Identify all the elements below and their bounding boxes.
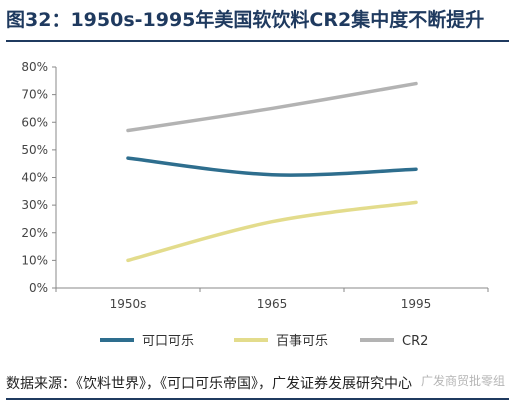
y-tick-label: 70% [21, 88, 48, 102]
x-tick-label: 1995 [401, 297, 432, 311]
legend-label-2: 百事可乐 [276, 334, 328, 349]
y-tick-label: 0% [29, 281, 48, 295]
series-line-2 [126, 200, 418, 263]
legend: 可口可乐 百事可乐 CR2 [100, 334, 428, 349]
y-tick-label: 10% [21, 253, 48, 267]
series-line-3 [126, 81, 418, 133]
x-axis: 1950s 1965 1995 [55, 287, 489, 311]
legend-label-3: CR2 [402, 334, 428, 349]
y-tick-label: 20% [21, 226, 48, 240]
y-tick-label: 80% [21, 60, 48, 74]
x-tick-label: 1950s [110, 297, 147, 311]
legend-label-1: 可口可乐 [142, 334, 194, 349]
title-divider [6, 40, 509, 42]
y-tick-label: 30% [21, 198, 48, 212]
x-tick-label: 1965 [257, 297, 288, 311]
y-tick-label: 60% [21, 115, 48, 129]
source-note: 数据来源：《饮料世界》，《可口可乐帝国》，广发证券发展研究中心 [6, 376, 412, 392]
y-tick-label: 50% [21, 143, 48, 157]
series-line-1 [126, 156, 418, 177]
watermark: 广发商贸批零组 [420, 374, 505, 388]
bottom-divider [6, 398, 509, 400]
series-lines [126, 81, 418, 263]
figure-title: 图32：1950s-1995年美国软饮料CR2集中度不断提升 [6, 9, 485, 31]
y-tick-label: 40% [21, 171, 48, 185]
y-axis: 0% 10% 20% 30% 40% 50% 60% 70% 80% [21, 60, 57, 295]
